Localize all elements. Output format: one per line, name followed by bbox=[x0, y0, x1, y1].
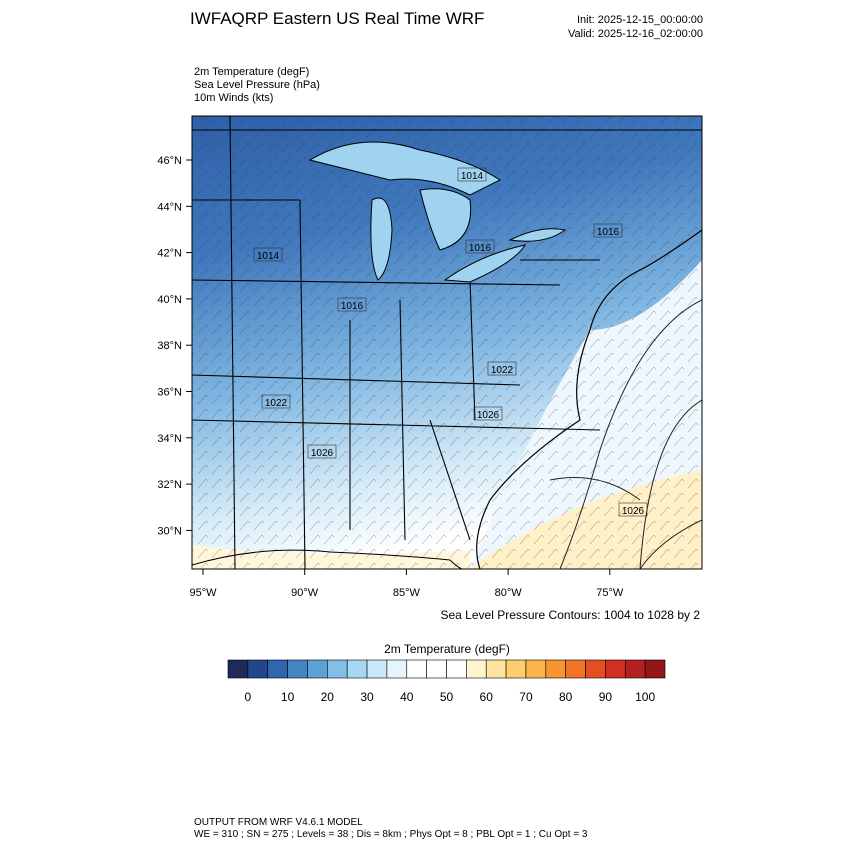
lat-label: 30°N bbox=[157, 525, 182, 537]
lat-label: 36°N bbox=[157, 387, 182, 399]
colorbar-swatch bbox=[505, 659, 527, 679]
colorbar-tick-label: 80 bbox=[559, 690, 573, 704]
colorbar-swatch bbox=[545, 659, 566, 679]
lon-label: 80°W bbox=[495, 587, 523, 599]
map-frame bbox=[191, 115, 703, 570]
gulf-coast bbox=[192, 549, 490, 569]
lat-label: 34°N bbox=[157, 433, 182, 445]
contour-label-box bbox=[465, 239, 495, 254]
title: IWFAQRP Eastern US Real Time WRF bbox=[190, 9, 484, 28]
contour-label-box bbox=[593, 223, 623, 238]
colorbar-swatch bbox=[386, 659, 408, 679]
lat-label: 46°N bbox=[157, 155, 182, 167]
colorbar-swatch bbox=[247, 659, 269, 679]
colorbar-swatch bbox=[426, 659, 447, 679]
lon-label: 85°W bbox=[393, 587, 421, 599]
colorbar-swatch bbox=[446, 659, 467, 679]
field-label: 2m Temperature (degF) bbox=[194, 66, 309, 78]
lake-superior bbox=[308, 141, 501, 196]
valid-time: Valid: 2025-12-16_02:00:00 bbox=[568, 28, 703, 40]
lake-michigan bbox=[370, 197, 393, 281]
contour-label: 1022 bbox=[265, 398, 288, 409]
contour-note: Sea Level Pressure Contours: 1004 to 102… bbox=[441, 608, 701, 622]
field-label: Sea Level Pressure (hPa) bbox=[194, 79, 320, 91]
contour-label-box bbox=[618, 502, 648, 517]
colorbar-tick-label: 70 bbox=[519, 690, 533, 704]
contour-label: 1016 bbox=[469, 243, 492, 254]
coastline bbox=[476, 229, 702, 569]
contour-label: 1026 bbox=[311, 448, 334, 459]
contour-label-box bbox=[473, 406, 503, 421]
lat-label: 32°N bbox=[157, 479, 182, 491]
colorbar-swatch bbox=[624, 659, 646, 679]
colorbar-swatch bbox=[227, 659, 249, 679]
footer: OUTPUT FROM WRF V4.6.1 MODEL bbox=[194, 817, 363, 828]
contour-label-box bbox=[487, 361, 517, 376]
colorbar-tick-label: 20 bbox=[321, 690, 335, 704]
lon-label: 95°W bbox=[189, 587, 217, 599]
lake-huron bbox=[419, 188, 472, 251]
colorbar-swatch bbox=[565, 659, 586, 679]
field-label: 10m Winds (kts) bbox=[194, 92, 273, 104]
contour-label-box bbox=[337, 297, 367, 312]
colorbar-tick-label: 30 bbox=[360, 690, 374, 704]
colorbar-swatch bbox=[605, 659, 626, 679]
contour-label-box bbox=[307, 444, 337, 459]
lon-label: 75°W bbox=[596, 587, 624, 599]
colorbar-swatch bbox=[307, 659, 328, 679]
colorbar-tick-label: 10 bbox=[281, 690, 295, 704]
colorbar-tick-label: 60 bbox=[480, 690, 494, 704]
colorbar-swatch bbox=[366, 659, 388, 679]
lake-erie bbox=[443, 244, 527, 283]
colorbar-swatch bbox=[525, 659, 547, 679]
contour-label: 1016 bbox=[597, 227, 620, 238]
colorbar-swatch bbox=[644, 659, 666, 679]
colorbar-tick-label: 40 bbox=[400, 690, 414, 704]
colorbar-swatch bbox=[485, 659, 507, 679]
contour-label: 1014 bbox=[461, 171, 484, 182]
colorbar-tick-label: 0 bbox=[245, 690, 252, 704]
pressure-contours bbox=[549, 299, 702, 569]
colorbar-swatch bbox=[406, 659, 427, 679]
map-area: 1014 1014 1016 1016 1016 1022 1022 1026 1026 1026 bbox=[192, 116, 702, 569]
footer: WE = 310 ; SN = 275 ; Levels = 38 ; Dis … bbox=[194, 829, 588, 840]
contour-label-box bbox=[253, 247, 283, 262]
lat-label: 44°N bbox=[157, 201, 182, 213]
colorbar-title: 2m Temperature (degF) bbox=[384, 642, 510, 656]
colorbar-swatch bbox=[327, 659, 348, 679]
colorbar-tick-label: 100 bbox=[635, 690, 655, 704]
colorbar-swatch bbox=[267, 659, 288, 679]
colorbar-swatch bbox=[346, 659, 368, 679]
contour-label-box bbox=[261, 394, 291, 409]
lon-label: 90°W bbox=[291, 587, 319, 599]
lat-label: 42°N bbox=[157, 248, 182, 260]
colorbar-tick-label: 90 bbox=[599, 690, 613, 704]
contour-label: 1026 bbox=[622, 506, 645, 517]
lake-ontario bbox=[508, 228, 567, 242]
contour-label: 1014 bbox=[257, 251, 280, 262]
contour-label: 1022 bbox=[491, 365, 514, 376]
contour-label: 1016 bbox=[341, 301, 364, 312]
colorbar-swatch bbox=[585, 659, 606, 679]
init-time: Init: 2025-12-15_00:00:00 bbox=[577, 14, 703, 26]
lat-label: 38°N bbox=[157, 340, 182, 352]
state-borders bbox=[192, 116, 702, 569]
contour-label-box bbox=[457, 167, 487, 182]
lat-label: 40°N bbox=[157, 294, 182, 306]
contour-label: 1026 bbox=[477, 410, 500, 421]
colorbar-swatch bbox=[287, 659, 308, 679]
colorbar-swatch bbox=[466, 659, 487, 679]
colorbar-tick-label: 50 bbox=[440, 690, 454, 704]
